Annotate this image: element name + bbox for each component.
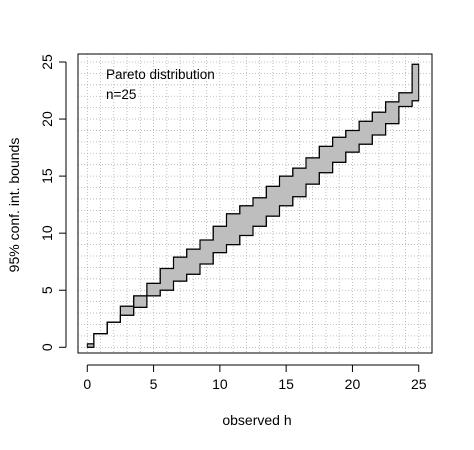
lower-bound-line (87, 100, 419, 348)
y-tick-label: 5 (39, 286, 55, 294)
x-tick-label: 25 (411, 376, 427, 392)
axes: 0 5 10 15 20 25 0 5 10 15 20 25 (39, 54, 427, 392)
y-tick-label: 20 (39, 111, 55, 127)
y-tick-label: 10 (39, 225, 55, 241)
x-axis-label: observed h (222, 412, 291, 428)
y-tick-label: 0 (39, 343, 55, 351)
x-tick-label: 10 (212, 376, 228, 392)
x-tick-label: 0 (83, 376, 91, 392)
y-axis-label: 95% conf. int. bounds (6, 138, 22, 273)
x-tick-label: 15 (278, 376, 294, 392)
x-tick-label: 20 (345, 376, 361, 392)
annotation-sample-size: n=25 (106, 87, 136, 102)
y-tick-label: 15 (39, 168, 55, 184)
confidence-band (86, 63, 420, 348)
x-tick-label: 5 (150, 376, 158, 392)
upper-bound-line (87, 63, 419, 345)
plot-frame (77, 53, 433, 354)
y-tick-label: 25 (39, 54, 55, 70)
annotation-distribution: Pareto distribution (106, 67, 215, 82)
